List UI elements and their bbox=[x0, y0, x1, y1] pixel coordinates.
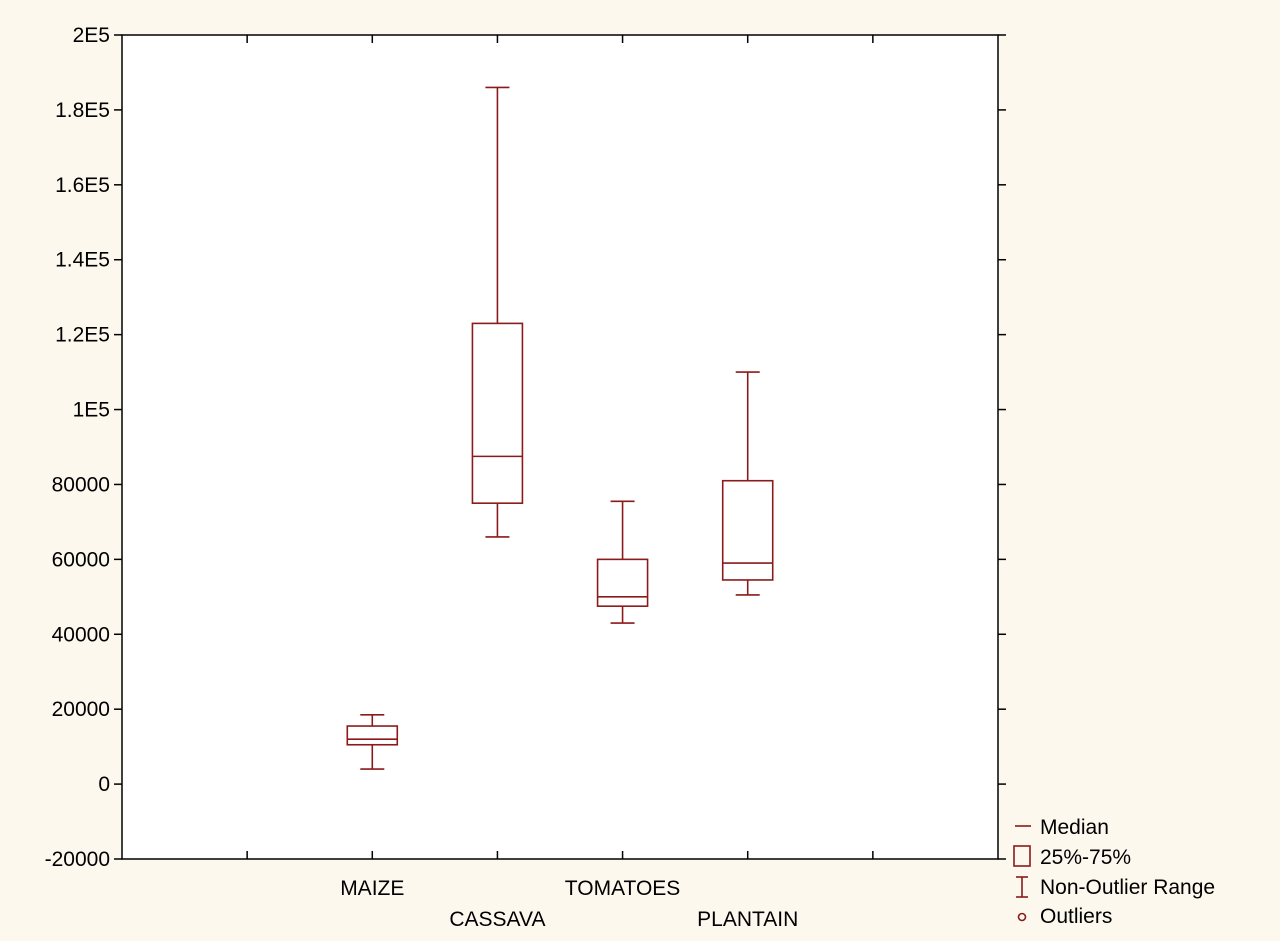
y-tick-label: 1.8E5 bbox=[55, 99, 110, 122]
x-axis-labels: MAIZE CASSAVA TOMATOES PLANTAIN bbox=[340, 877, 798, 931]
y-tick-label: 1.2E5 bbox=[55, 324, 110, 347]
y-tick-label: 20000 bbox=[52, 698, 110, 721]
box-plantain bbox=[721, 371, 774, 596]
legend-box-icon bbox=[1013, 845, 1031, 867]
iqr-box bbox=[346, 725, 399, 746]
box-tomatoes bbox=[596, 500, 649, 624]
y-tick-label: 80000 bbox=[52, 473, 110, 496]
legend-label: Median bbox=[1040, 816, 1109, 839]
legend-label: Outliers bbox=[1040, 905, 1112, 928]
x-tick-label: PLANTAIN bbox=[697, 908, 798, 931]
y-tick-label: -20000 bbox=[45, 848, 110, 871]
y-tick-label: 0 bbox=[98, 773, 110, 796]
y-tick-label: 40000 bbox=[52, 623, 110, 646]
legend-label: Non-Outlier Range bbox=[1040, 876, 1215, 899]
iqr-box bbox=[471, 322, 524, 504]
y-axis: -20000 0 20000 40000 60000 80000 1E5 1.2E5 1.4E5… bbox=[45, 24, 1006, 871]
iqr-box bbox=[721, 479, 774, 581]
box-cassava bbox=[471, 86, 524, 538]
y-tick-label: 2E5 bbox=[73, 24, 110, 47]
legend: Median 25%-75% Non-Outlier Range Outliers bbox=[1013, 816, 1215, 928]
x-tick-label: CASSAVA bbox=[449, 908, 545, 931]
legend-label: 25%-75% bbox=[1040, 846, 1131, 869]
boxes bbox=[346, 86, 774, 770]
y-tick-label: 1.6E5 bbox=[55, 174, 110, 197]
y-tick-label: 1.4E5 bbox=[55, 249, 110, 272]
x-tick-label: MAIZE bbox=[340, 877, 404, 900]
plot-area bbox=[121, 34, 999, 860]
x-tick-label: TOMATOES bbox=[565, 877, 681, 900]
legend-outlier-icon bbox=[1017, 912, 1027, 922]
y-tick-label: 1E5 bbox=[73, 399, 110, 422]
x-axis-ticks bbox=[246, 35, 874, 859]
box-maize bbox=[346, 713, 399, 770]
y-tick-label: 60000 bbox=[52, 548, 110, 571]
iqr-box bbox=[596, 558, 649, 607]
